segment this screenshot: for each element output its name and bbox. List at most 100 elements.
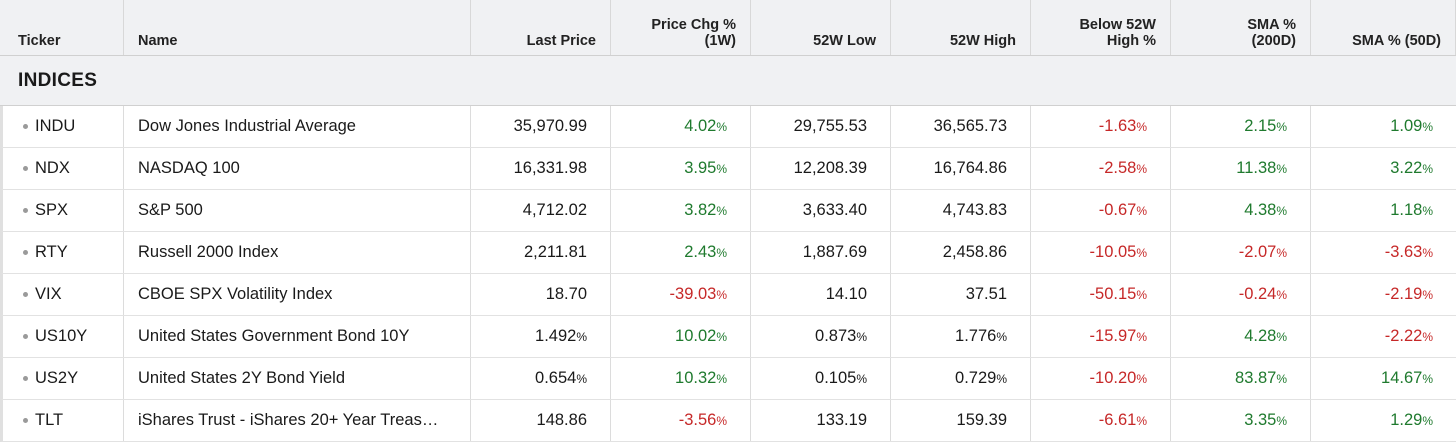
table-row[interactable]: TLT iShares Trust - iShares 20+ Year Trea… [0,400,1456,442]
cell-ticker[interactable]: INDU [3,106,124,147]
cell-value: -39.03 [669,285,717,303]
cell-name[interactable]: United States 2Y Bond Yield [124,358,471,399]
percent-unit: % [1422,119,1433,134]
percent-unit: % [716,287,727,302]
cell-price-chg: 3.82% [611,190,751,231]
cell-ticker[interactable]: US10Y [3,316,124,357]
column-label-line: (1W) [704,33,736,49]
cell-value: -50.15 [1089,285,1137,303]
table-row[interactable]: INDU Dow Jones Industrial Average 35,970.9… [0,106,1456,148]
percent-unit: % [1422,161,1433,176]
column-label: 52W Low [813,33,876,49]
cell-value: 0.105 [815,369,857,387]
cell-ticker[interactable]: SPX [3,190,124,231]
cell-value: 36,565.73 [933,117,1007,135]
cell-name[interactable]: S&P 500 [124,190,471,231]
cell-sma-50: 1.18% [1311,190,1456,231]
cell-name[interactable]: Russell 2000 Index [124,232,471,273]
cell-52w-low: 3,633.40 [751,190,891,231]
table-row[interactable]: NDX NASDAQ 100 16,331.98 3.95% 12,208.39 16,7… [0,148,1456,190]
cell-price-chg: 3.95% [611,148,751,189]
cell-52w-low: 133.19 [751,400,891,441]
percent-unit: % [716,203,727,218]
cell-name[interactable]: iShares Trust - iShares 20+ Year Treas… [124,400,471,441]
cell-name[interactable]: Dow Jones Industrial Average [124,106,471,147]
cell-below-high: -1.63% [1031,106,1171,147]
cell-value: 3.82 [684,201,717,219]
cell-52w-low: 0.105% [751,358,891,399]
cell-ticker[interactable]: TLT [3,400,124,441]
column-header-sma-50[interactable]: SMA % (50D) [1311,0,1456,55]
column-header-name[interactable]: Name [124,0,471,55]
cell-sma-200: 83.87% [1171,358,1311,399]
percent-unit: % [1422,245,1433,260]
cell-ticker[interactable]: RTY [3,232,124,273]
cell-last-price: 0.654% [471,358,611,399]
cell-value: 14.67 [1381,369,1423,387]
table-row[interactable]: US10Y United States Government Bond 10Y 1.… [0,316,1456,358]
percent-unit: % [1136,203,1147,218]
cell-name[interactable]: NASDAQ 100 [124,148,471,189]
cell-value: 4.02 [684,117,717,135]
cell-ticker[interactable]: VIX [3,274,124,315]
bullet-icon [23,124,28,129]
cell-value: -2.22 [1384,327,1423,345]
bullet-icon [23,208,28,213]
percent-unit: % [856,371,867,386]
cell-name[interactable]: CBOE SPX Volatility Index [124,274,471,315]
percent-unit: % [716,245,727,260]
cell-value: 1.29 [1390,411,1423,429]
percent-unit: % [1422,413,1433,428]
table-row[interactable]: US2Y United States 2Y Bond Yield 0.654% 10.… [0,358,1456,400]
column-header-last-price[interactable]: Last Price [471,0,611,55]
ticker-symbol: US2Y [35,369,79,387]
percent-unit: % [716,329,727,344]
column-header-below-high[interactable]: Below 52W High % [1031,0,1171,55]
bullet-icon [23,166,28,171]
cell-last-price: 16,331.98 [471,148,611,189]
cell-value: 4,712.02 [522,201,587,219]
cell-price-chg: 2.43% [611,232,751,273]
cell-name[interactable]: United States Government Bond 10Y [124,316,471,357]
cell-value: 2,458.86 [942,243,1007,261]
cell-below-high: -10.05% [1031,232,1171,273]
column-label-line: SMA % [1247,17,1296,33]
cell-price-chg: -3.56% [611,400,751,441]
percent-unit: % [1136,413,1147,428]
cell-price-chg: 10.02% [611,316,751,357]
cell-value: 1.09 [1390,117,1423,135]
cell-value: -10.20 [1089,369,1137,387]
cell-sma-200: 11.38% [1171,148,1311,189]
column-header-52w-high[interactable]: 52W High [891,0,1031,55]
instrument-name: United States 2Y Bond Yield [138,369,346,387]
cell-ticker[interactable]: US2Y [3,358,124,399]
cell-below-high: -6.61% [1031,400,1171,441]
column-header-ticker[interactable]: Ticker [0,0,124,55]
cell-sma-50: -2.22% [1311,316,1456,357]
column-header-price-chg[interactable]: Price Chg % (1W) [611,0,751,55]
cell-value: 83.87 [1235,369,1277,387]
cell-value: 2.15 [1244,117,1277,135]
column-header-sma-200[interactable]: SMA % (200D) [1171,0,1311,55]
ticker-symbol: NDX [35,159,70,177]
cell-sma-200: 3.35% [1171,400,1311,441]
percent-unit: % [1136,329,1147,344]
table-header: Ticker Name Last Price Price Chg % (1W) 5… [0,0,1456,56]
table-row[interactable]: RTY Russell 2000 Index 2,211.81 2.43% 1,887.… [0,232,1456,274]
table-row[interactable]: VIX CBOE SPX Volatility Index 18.70 -39.03%… [0,274,1456,316]
percent-unit: % [1136,245,1147,260]
cell-sma-50: -2.19% [1311,274,1456,315]
cell-value: -2.58 [1098,159,1137,177]
cell-value: 0.654 [535,369,577,387]
cell-ticker[interactable]: NDX [3,148,124,189]
cell-sma-50: 1.29% [1311,400,1456,441]
cell-52w-high: 2,458.86 [891,232,1031,273]
cell-last-price: 148.86 [471,400,611,441]
table-row[interactable]: SPX S&P 500 4,712.02 3.82% 3,633.40 4,743.83 -… [0,190,1456,232]
section-header-indices: INDICES [0,56,1456,106]
percent-unit: % [996,371,1007,386]
cell-price-chg: 4.02% [611,106,751,147]
percent-unit: % [1276,161,1287,176]
column-header-52w-low[interactable]: 52W Low [751,0,891,55]
